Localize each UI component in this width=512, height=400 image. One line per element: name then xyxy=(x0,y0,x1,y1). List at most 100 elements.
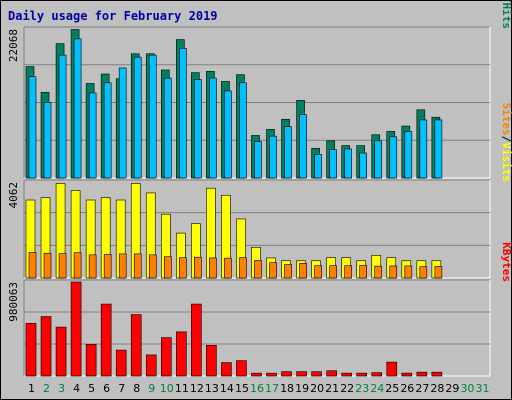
bar-sites xyxy=(389,265,398,279)
bar-kbytes xyxy=(160,337,172,377)
x-tick-label: 26 xyxy=(400,382,414,395)
bar-kbytes xyxy=(401,372,413,377)
x-tick-label: 17 xyxy=(265,382,279,395)
bar-kbytes xyxy=(266,372,277,377)
bar-kbytes xyxy=(311,371,322,377)
bar-files xyxy=(224,90,232,179)
bar-files xyxy=(254,141,262,179)
bar-files xyxy=(419,119,428,179)
x-tick-label: 10 xyxy=(160,382,174,395)
x-tick-label: 15 xyxy=(235,382,249,395)
bar-sites xyxy=(224,257,232,279)
bar-sites xyxy=(359,265,368,279)
bar-files xyxy=(434,119,443,179)
bar-sites xyxy=(103,254,112,279)
x-tick-label: 27 xyxy=(415,382,429,395)
bar-kbytes xyxy=(416,371,428,377)
bar-kbytes xyxy=(176,331,187,377)
bar-kbytes xyxy=(115,349,127,377)
bar-kbytes xyxy=(206,345,217,377)
bar-kbytes xyxy=(40,316,52,377)
bar-sites xyxy=(314,265,322,279)
panel-3: 980063 KBytes xyxy=(7,242,512,377)
panel-legend: KBytes xyxy=(500,242,512,282)
bar-kbytes xyxy=(70,281,82,377)
x-tick-label: 2 xyxy=(43,382,50,395)
x-tick-label: 23 xyxy=(355,382,369,395)
y-max-label: 22068 xyxy=(7,29,20,62)
x-tick-label: 24 xyxy=(370,382,384,395)
x-tick-label: 16 xyxy=(250,382,264,395)
bar-kbytes xyxy=(221,362,232,377)
bar-sites xyxy=(163,256,172,279)
bar-kbytes xyxy=(326,370,337,377)
bar-sites xyxy=(344,265,352,279)
bar-sites xyxy=(73,252,82,279)
bar-kbytes xyxy=(145,354,157,377)
bar-sites xyxy=(43,252,52,279)
bar-kbytes xyxy=(281,371,292,377)
bar-files xyxy=(194,79,202,179)
bar-sites xyxy=(434,266,443,279)
bar-sites xyxy=(254,260,262,279)
bar-kbytes xyxy=(371,372,383,377)
bar-kbytes xyxy=(55,326,67,377)
panel-2: 4062 Sites/Visits xyxy=(7,103,512,279)
bar-files xyxy=(58,54,67,179)
legend-entry: KBytes xyxy=(500,242,512,282)
x-tick-label: 21 xyxy=(325,382,339,395)
bar-files xyxy=(179,48,187,179)
x-tick-label: 18 xyxy=(280,382,294,395)
x-tick-label: 19 xyxy=(295,382,309,395)
bar-sites xyxy=(419,266,428,279)
bar-sites xyxy=(179,257,187,279)
bar-files xyxy=(284,126,292,179)
bar-files xyxy=(374,140,383,179)
bar-kbytes xyxy=(236,360,247,377)
bar-kbytes xyxy=(100,303,112,377)
bar-sites xyxy=(133,253,142,279)
bar-kbytes xyxy=(191,303,202,377)
legend-entry: Sites xyxy=(500,103,512,136)
legend-entry: Visits xyxy=(500,142,512,182)
bar-sites xyxy=(269,262,277,279)
bar-sites xyxy=(404,265,413,279)
bar-kbytes xyxy=(85,344,97,377)
legend-entry: / xyxy=(500,0,512,3)
x-tick-label: 9 xyxy=(148,382,155,395)
x-tick-label: 14 xyxy=(220,382,234,395)
x-tick-label: 5 xyxy=(88,382,95,395)
x-tick-label: 1 xyxy=(28,382,35,395)
bar-sites xyxy=(329,265,337,279)
bar-files xyxy=(209,77,217,179)
bar-sites xyxy=(28,252,37,279)
y-max-label: 980063 xyxy=(7,282,20,322)
bar-kbytes xyxy=(251,372,262,377)
bar-kbytes xyxy=(296,371,307,377)
bar-files xyxy=(148,54,157,179)
bar-files xyxy=(314,154,322,179)
bar-files xyxy=(299,114,307,179)
x-tick-label: 4 xyxy=(73,382,80,395)
x-tick-label: 3 xyxy=(58,382,65,395)
bar-files xyxy=(133,56,142,179)
x-tick-label: 8 xyxy=(133,382,140,395)
bar-sites xyxy=(374,265,383,279)
bar-files xyxy=(163,77,172,179)
x-tick-label: 31 xyxy=(475,382,489,395)
bar-kbytes xyxy=(25,322,37,377)
x-tick-label: 20 xyxy=(310,382,324,395)
x-tick-label: 30 xyxy=(460,382,474,395)
bar-files xyxy=(359,152,368,179)
bar-kbytes xyxy=(341,372,352,377)
panel-1: 22068 Pages/Files/Hits xyxy=(7,0,512,179)
bar-kbytes xyxy=(431,371,443,377)
bar-files xyxy=(239,82,247,179)
x-tick-label: 11 xyxy=(175,382,189,395)
panel-legend: Sites/Visits xyxy=(500,103,512,183)
chart-title: Daily usage for February 2019 xyxy=(8,9,218,23)
x-tick-label: 25 xyxy=(385,382,399,395)
bar-sites xyxy=(148,254,157,279)
legend-entry: Hits xyxy=(500,3,512,30)
